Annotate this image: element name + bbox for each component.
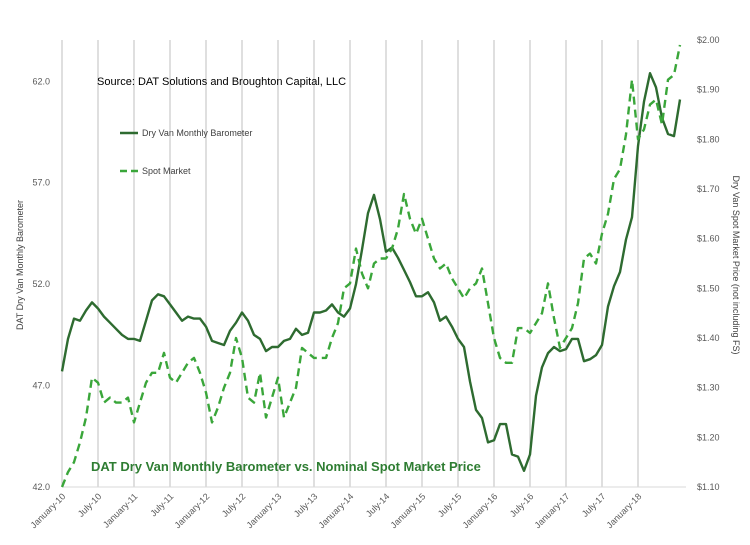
- legend-label-barometer: Dry Van Monthly Barometer: [142, 128, 252, 138]
- x-tick-label: July-13: [292, 491, 320, 519]
- right-axis-title: Dry Van Spot Market Price (not including…: [731, 176, 741, 355]
- right-tick-label: $1.10: [697, 482, 720, 492]
- legend: Dry Van Monthly Barometer Spot Market: [120, 128, 252, 176]
- right-tick-label: $1.50: [697, 283, 720, 293]
- right-tick-label: $1.70: [697, 184, 720, 194]
- x-tick-label: January-10: [29, 491, 68, 530]
- left-tick-label: 57.0: [32, 178, 50, 188]
- x-tick-label: January-14: [317, 491, 356, 530]
- x-tick-label: July-11: [148, 491, 175, 518]
- gridlines: [61, 40, 686, 488]
- left-axis: 42.0 47.0 52.0 57.0 62.0: [32, 76, 50, 492]
- x-tick-label: January-15: [389, 491, 428, 530]
- left-tick-label: 47.0: [32, 381, 50, 391]
- left-tick-label: 42.0: [32, 482, 50, 492]
- x-tick-label: July-10: [76, 491, 104, 519]
- x-tick-label: July-16: [508, 491, 536, 519]
- right-tick-label: $1.90: [697, 85, 720, 95]
- x-tick-label: January-17: [533, 491, 572, 530]
- x-tick-label: January-18: [605, 491, 644, 530]
- x-tick-label: July-12: [220, 491, 248, 519]
- right-tick-label: $1.60: [697, 234, 720, 244]
- left-axis-title: DAT Dry Van Monthly Barometer: [15, 200, 25, 330]
- x-tick-label: July-15: [436, 491, 464, 519]
- right-tick-label: $1.20: [697, 432, 720, 442]
- right-tick-label: $1.80: [697, 134, 720, 144]
- x-tick-label: January-11: [101, 491, 139, 529]
- right-tick-label: $1.40: [697, 333, 720, 343]
- left-tick-label: 52.0: [32, 279, 50, 289]
- source-text: Source: DAT Solutions and Broughton Capi…: [97, 76, 346, 88]
- right-tick-label: $2.00: [697, 35, 720, 45]
- x-tick-label: January-12: [173, 491, 212, 530]
- series-line-spot: [60, 44, 682, 488]
- x-tick-label: January-13: [245, 491, 284, 530]
- series-line-barometer: [60, 71, 682, 472]
- x-tick-label: January-16: [461, 491, 500, 530]
- right-axis: $1.10 $1.20 $1.30 $1.40 $1.50 $1.60 $1.70 $1.80…: [697, 35, 720, 492]
- x-tick-label: July-14: [364, 491, 392, 519]
- right-tick-label: $1.30: [697, 383, 720, 393]
- chart-title: DAT Dry Van Monthly Barometer vs. Nomina…: [91, 459, 481, 474]
- legend-label-spot: Spot Market: [142, 166, 191, 176]
- series-layer: [60, 44, 682, 488]
- x-tick-label: July-17: [580, 491, 608, 519]
- left-tick-label: 62.0: [32, 76, 50, 86]
